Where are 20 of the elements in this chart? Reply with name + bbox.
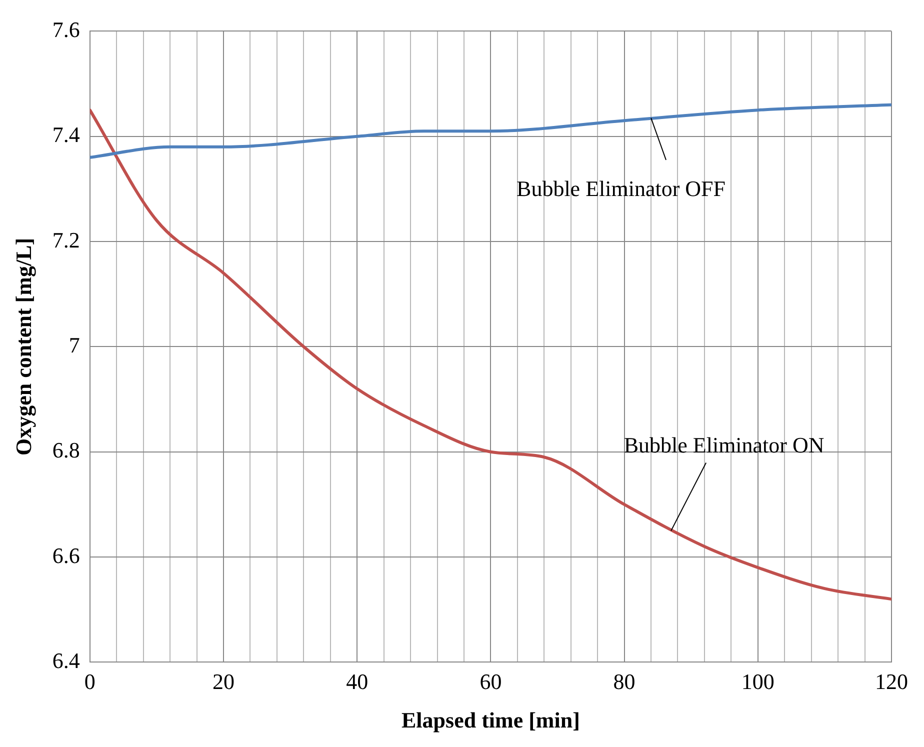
x-tick-label: 20 [212, 669, 234, 694]
annotation: Bubble Eliminator OFF [516, 176, 726, 201]
line-series [90, 108, 892, 601]
y-tick-label: 6.6 [52, 542, 80, 568]
y-tick-label: 6.4 [52, 648, 80, 673]
y-tick-label: 7 [68, 332, 80, 358]
y-tick-label: 7.4 [52, 122, 80, 148]
x-axis-title: Elapsed time [min] [401, 707, 580, 732]
x-tick-label: 60 [480, 669, 502, 694]
y-tick-label: 7.6 [52, 16, 80, 42]
line-series [90, 103, 892, 159]
x-tick-label: 100 [741, 669, 774, 694]
y-tick-label: 6.8 [52, 438, 80, 463]
x-tick-label: 40 [346, 669, 368, 694]
x-tick-label: 80 [613, 669, 636, 694]
y-tick-label: 7.2 [52, 227, 80, 252]
x-tick-label: 0 [84, 669, 96, 694]
y-axis-title: Oxygen content [mg/L] [10, 238, 36, 456]
annotation: Bubble Eliminator ON [624, 432, 824, 458]
x-tick-label: 120 [875, 669, 908, 694]
